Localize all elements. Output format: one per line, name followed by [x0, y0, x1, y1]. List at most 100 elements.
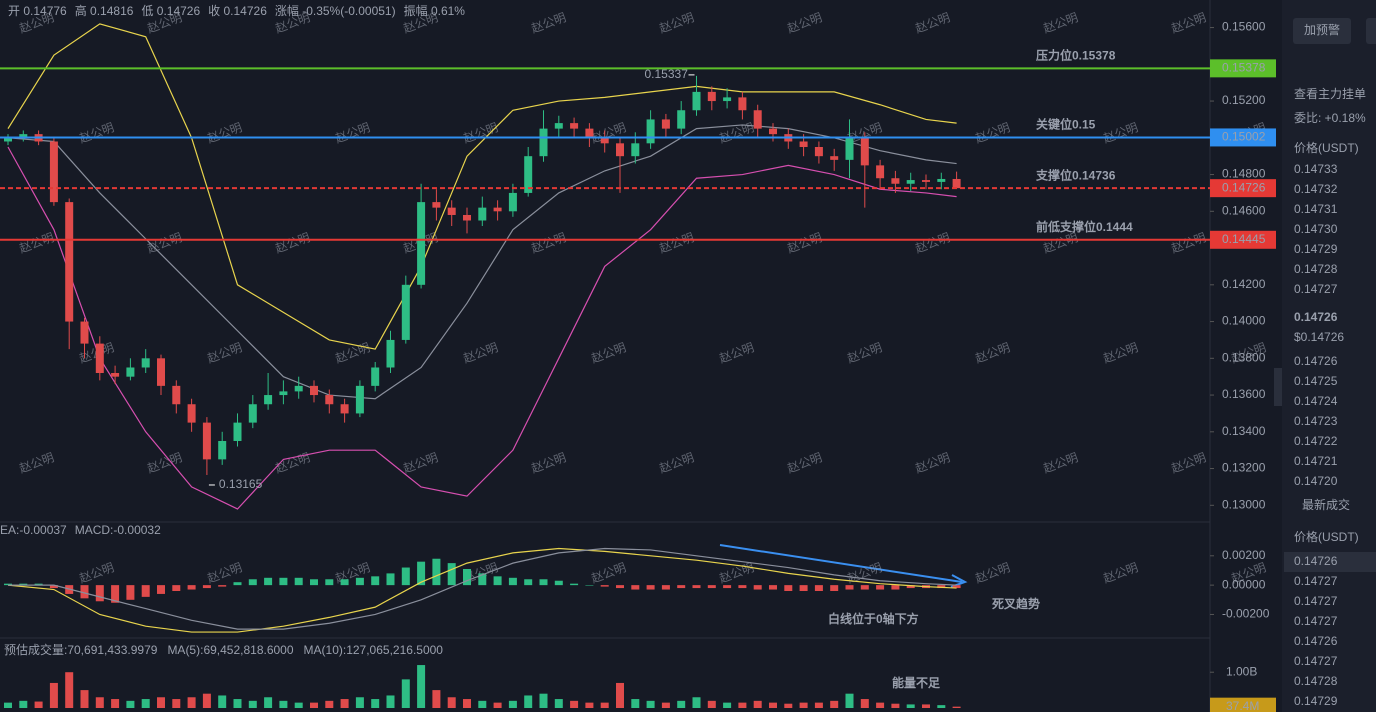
trade-price: 0.14727 [1294, 654, 1338, 668]
candle-body [539, 128, 548, 157]
macd-bar [937, 585, 946, 589]
macd-bar [157, 585, 165, 594]
candle-body [891, 178, 900, 184]
candle-body [325, 395, 334, 405]
macd-bar [814, 585, 823, 591]
macd-bar [248, 579, 257, 586]
volume-bar [294, 702, 303, 708]
macd-note: 死叉趋势 [992, 596, 1040, 611]
macd-bar [906, 585, 915, 589]
candle-body [19, 134, 28, 138]
macd-bar [447, 563, 456, 586]
volume-bar [478, 700, 487, 708]
volume-bar [126, 700, 135, 708]
level-note: 前低支撑位0.1444 [1036, 219, 1133, 234]
volume-bar [876, 702, 885, 708]
candle-body [111, 373, 120, 377]
candle-body [172, 385, 181, 405]
ohlc-info: 涨幅 -0.35%(-0.00051) [275, 3, 396, 18]
trades-header: 价格(USDT) [1294, 529, 1359, 544]
depth-link[interactable]: 查看主力挂单 [1294, 87, 1366, 101]
y-tick-label: 0.14600 [1222, 203, 1266, 217]
volume-bar [937, 705, 946, 708]
volume-bar [111, 699, 120, 708]
volume-bar [187, 697, 196, 708]
macd-bar [738, 585, 747, 589]
volume-tick-label: 1.00B [1226, 664, 1257, 678]
alert-button[interactable] [1293, 18, 1351, 44]
macd-bar [233, 582, 242, 586]
ohlc-info: 振幅 0.61% [404, 3, 466, 18]
candle-body [187, 404, 196, 423]
level-box [1210, 59, 1276, 78]
y-tick-label: 0.13400 [1222, 424, 1266, 438]
volume-bar [631, 699, 640, 708]
macd-bar [830, 585, 839, 591]
volume-bar [65, 672, 74, 708]
candle-body [631, 143, 640, 157]
macd-bar [799, 585, 808, 591]
volume-bar [325, 700, 334, 708]
macd-bar [95, 585, 104, 602]
macd-bar [646, 585, 655, 590]
trade-price: 0.14727 [1294, 614, 1338, 628]
volume-bar [4, 702, 12, 708]
candle-body [218, 440, 227, 460]
candle-body [876, 165, 885, 179]
candle-body [845, 137, 854, 160]
button[interactable] [1366, 18, 1376, 44]
volume-bar [952, 706, 961, 708]
volume-bar [310, 702, 318, 708]
macd-bar [554, 580, 563, 586]
volume-bar [141, 699, 150, 708]
candle-body [952, 178, 961, 189]
last-price-usd: $0.14726 [1294, 330, 1344, 344]
collapse-handle[interactable] [1274, 368, 1282, 406]
candle-body [141, 358, 150, 368]
bid-price: 0.14721 [1294, 454, 1338, 468]
candle-body [80, 321, 89, 344]
candle-body [600, 137, 609, 144]
candle-body [294, 385, 303, 392]
volume-bar [707, 700, 716, 708]
macd-bar [876, 585, 885, 590]
volume-bar [616, 682, 624, 708]
ohlc-info: 收 0.14726 [208, 4, 267, 18]
volume-header: MA(10):127,065,216.5000 [304, 643, 444, 657]
y-tick-label: 0.13800 [1222, 350, 1266, 364]
trend-arrow [719, 544, 963, 583]
ask-price: 0.14728 [1294, 262, 1338, 276]
alert-button-label[interactable]: 加预警 [1304, 22, 1340, 37]
volume-bar [49, 682, 58, 708]
macd-bar [294, 577, 303, 586]
ohlc-info: 低 0.14726 [141, 4, 200, 18]
candle-body [4, 137, 12, 142]
volume-bar [157, 697, 165, 708]
macd-bar [769, 585, 777, 590]
volume-bar [891, 703, 900, 708]
candle-body [814, 146, 823, 157]
macd-tick-label: 0.00000 [1222, 577, 1266, 591]
side-panel [1282, 0, 1376, 712]
volume-current-label: 37.4M [1226, 699, 1259, 712]
macd-bar [218, 585, 227, 587]
macd-bar [325, 579, 334, 586]
bollinger-line [7, 23, 957, 350]
candle-body [157, 358, 165, 386]
y-tick-label: 0.13000 [1222, 497, 1266, 511]
volume-bar [845, 693, 854, 708]
candle-body [371, 367, 380, 386]
volume-bar [554, 699, 563, 708]
candle-body [723, 97, 732, 102]
ask-price: 0.14731 [1294, 202, 1338, 216]
macd-bar [355, 577, 364, 586]
candle-body [355, 385, 364, 414]
bid-price: 0.14726 [1294, 354, 1338, 368]
volume-bar [814, 702, 823, 708]
macd-bar [371, 576, 380, 586]
volume-bar [585, 702, 594, 708]
volume-bar [738, 702, 747, 708]
candle-body [677, 110, 686, 129]
